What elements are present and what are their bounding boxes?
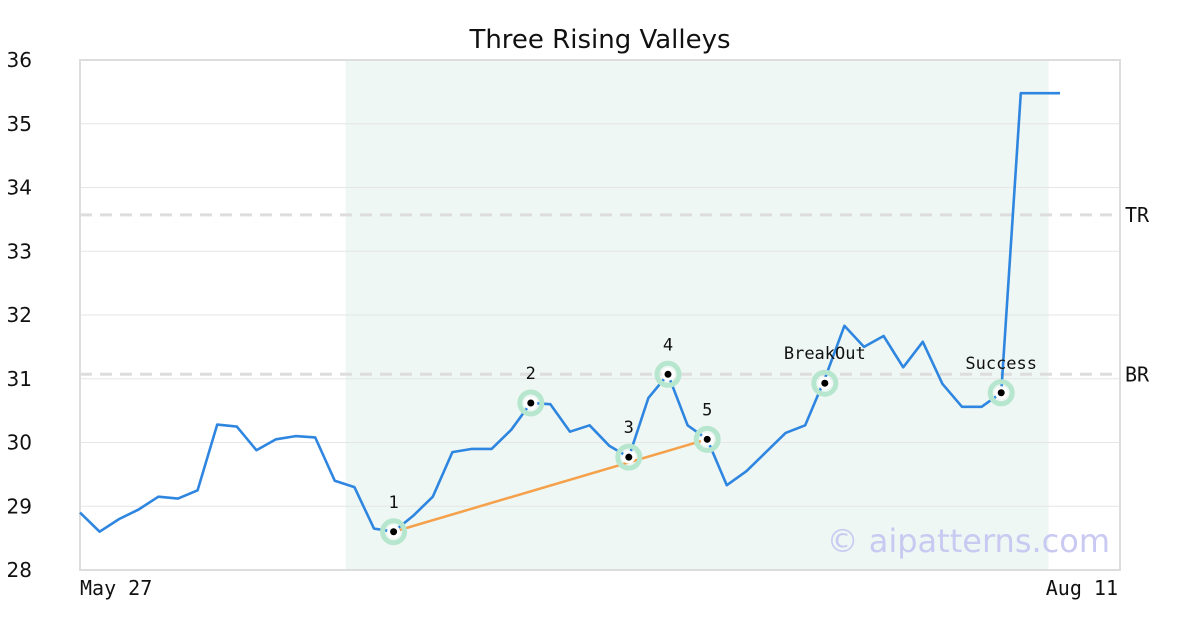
x-axis: May 27 Aug 11 bbox=[80, 576, 1118, 600]
point-marker-halo bbox=[380, 518, 408, 546]
trendline bbox=[393, 438, 708, 533]
point-marker-halo bbox=[654, 360, 682, 388]
level-label: TR bbox=[1125, 203, 1150, 227]
level-label: BR bbox=[1125, 362, 1150, 386]
price-line bbox=[79, 91, 1060, 534]
point-marker bbox=[703, 435, 711, 443]
pattern-points: 1 2 3 4 5 BreakOut Success bbox=[380, 335, 1037, 546]
point-label: 2 bbox=[526, 364, 536, 384]
x-tick-label: Aug 11 bbox=[1046, 576, 1118, 600]
point-label: 3 bbox=[624, 418, 634, 438]
chart-title: Three Rising Valleys bbox=[468, 25, 730, 55]
y-tick-label: 34 bbox=[7, 176, 32, 200]
point-marker bbox=[625, 453, 633, 461]
point-marker bbox=[997, 389, 1005, 397]
point-marker-halo bbox=[811, 369, 839, 397]
watermark: © aipatterns.com bbox=[827, 522, 1110, 560]
y-tick-label: 30 bbox=[7, 431, 32, 455]
y-tick-label: 32 bbox=[7, 303, 32, 327]
levels: TR BR bbox=[80, 203, 1150, 386]
point-marker-halo bbox=[987, 379, 1015, 407]
y-tick-label: 35 bbox=[7, 112, 32, 136]
point-label: BreakOut bbox=[784, 344, 866, 364]
point-label: Success bbox=[965, 354, 1037, 374]
point-marker bbox=[390, 528, 398, 536]
point-marker-halo bbox=[693, 425, 721, 453]
x-tick-label: May 27 bbox=[80, 576, 152, 600]
y-tick-label: 36 bbox=[7, 48, 32, 72]
plot-frame bbox=[79, 59, 1121, 571]
point-marker bbox=[821, 379, 829, 387]
point-label: 5 bbox=[702, 400, 712, 420]
point-marker bbox=[527, 399, 535, 407]
point-label: 4 bbox=[663, 335, 673, 355]
point-marker-halo bbox=[615, 443, 643, 471]
grid bbox=[80, 123, 1120, 507]
point-label: 1 bbox=[388, 493, 398, 513]
y-tick-label: 31 bbox=[7, 367, 32, 391]
point-marker-halo bbox=[517, 389, 545, 417]
point-marker bbox=[664, 370, 672, 378]
y-tick-label: 29 bbox=[7, 494, 32, 518]
y-axis: 28 29 30 31 32 33 34 35 36 bbox=[7, 48, 32, 582]
y-tick-label: 28 bbox=[7, 558, 32, 582]
y-tick-label: 33 bbox=[7, 239, 32, 263]
